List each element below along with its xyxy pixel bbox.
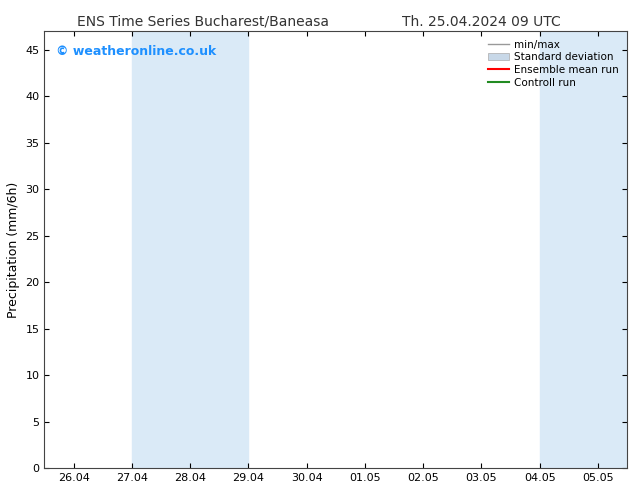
Legend: min/max, Standard deviation, Ensemble mean run, Controll run: min/max, Standard deviation, Ensemble me… xyxy=(485,37,622,91)
Text: Th. 25.04.2024 09 UTC: Th. 25.04.2024 09 UTC xyxy=(403,15,561,29)
Bar xyxy=(540,31,627,468)
Bar xyxy=(132,31,249,468)
Text: ENS Time Series Bucharest/Baneasa: ENS Time Series Bucharest/Baneasa xyxy=(77,15,329,29)
Text: © weatheronline.co.uk: © weatheronline.co.uk xyxy=(56,45,216,57)
Y-axis label: Precipitation (mm/6h): Precipitation (mm/6h) xyxy=(7,182,20,318)
